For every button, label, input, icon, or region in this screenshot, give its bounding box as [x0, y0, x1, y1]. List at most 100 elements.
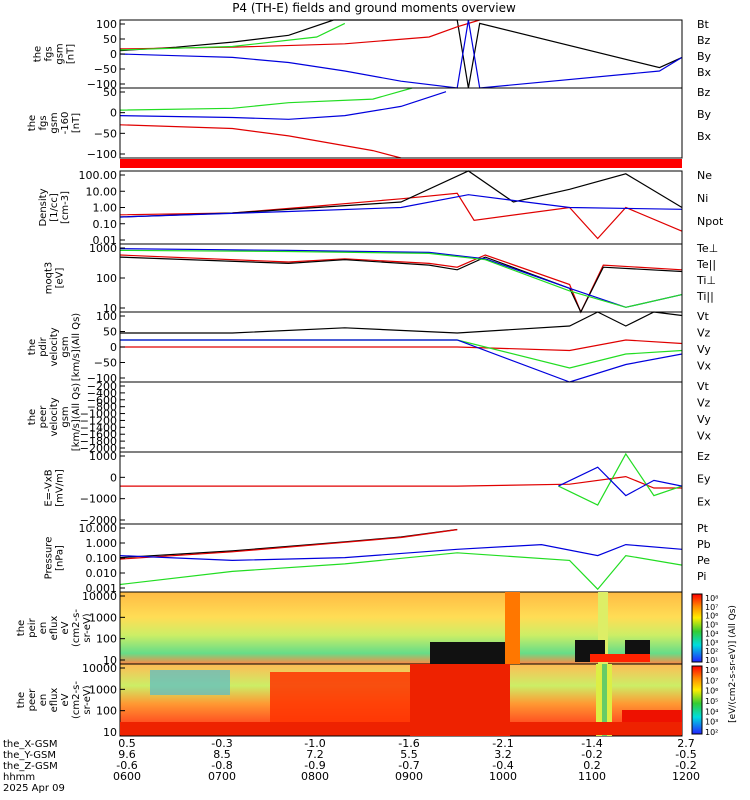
xrow-value-2-5: 0.2	[583, 759, 601, 772]
panel-frame-10	[119, 663, 683, 737]
ylabel-3-1: [1/cc]	[49, 193, 60, 222]
peer-green-stripe	[602, 664, 607, 736]
legend-2-2: Bx	[697, 130, 712, 143]
ylabel-2-3: -160	[60, 112, 71, 135]
legend-1-1: Bz	[697, 34, 711, 47]
legend-8-0: Pt	[697, 522, 709, 535]
xrow-value-1-0: 9.6	[118, 748, 136, 761]
peir-orange-block	[505, 592, 520, 664]
ytick-label-5-3: −50	[94, 357, 117, 370]
legend-8-2: Pe	[697, 554, 710, 567]
peer-blue-strip	[150, 670, 230, 695]
ylabel-1-0: the	[33, 46, 44, 62]
ytick-label-8-1: 1.000	[86, 537, 118, 550]
colorbar-tick-10-4: 10⁴	[705, 707, 718, 716]
series-1-2	[119, 19, 480, 50]
legend-5-2: Vy	[697, 343, 711, 356]
panel-1: 100 50 0 −50 −100 the fgs gsm [nT] Bt Bz By Bx	[33, 18, 712, 91]
ytick-label-6-6: −1400	[80, 421, 117, 434]
ylabel-9-6: sr-eV)	[82, 613, 93, 642]
xrow-value-1-4: 3.2	[494, 748, 512, 761]
ylabel-10-3: eflux	[49, 688, 60, 713]
plot-title: P4 (TH-E) fields and ground moments over…	[232, 1, 516, 15]
legend-6-0: Vt	[697, 380, 710, 393]
legend-2-1: By	[697, 108, 712, 121]
ytick-label-3-2: 1.00	[93, 202, 118, 215]
ytick-label-6-1: −400	[87, 387, 117, 400]
ytick-label-5-1: 50	[103, 326, 117, 339]
colorbar-tick-9-7: 10¹	[705, 656, 718, 665]
ylabel-5-3: gsm	[60, 336, 71, 357]
ylabel-10-5: (cm2-s-	[71, 681, 82, 719]
xrow-value-3-4: 1000	[489, 770, 517, 783]
ytick-label-6-5: −1200	[80, 414, 117, 427]
ylabel-7-0: E=-VxB	[44, 469, 55, 506]
ylabel-10-6: sr-eV)	[82, 685, 93, 714]
series-1-3	[119, 22, 346, 51]
legend-8-3: Pi	[697, 570, 706, 583]
legend-6-1: Vz	[697, 397, 711, 410]
ylabel-6-4: [km/s](All Qs)	[71, 383, 82, 451]
series-8-3	[119, 552, 683, 591]
series-7-2	[558, 452, 683, 506]
ytick-label-1-0: 100	[96, 18, 117, 31]
ytick-label-2-1: 0	[110, 107, 117, 120]
series-8-4	[119, 543, 683, 562]
colorbar-tick-10-0: 10⁸	[705, 666, 718, 675]
legend-7-1: Ey	[697, 473, 711, 486]
xrow-value-1-3: 5.5	[400, 748, 418, 761]
colorbar-tick-9-1: 10⁷	[705, 603, 718, 612]
xrow-label-1: the_Y-GSM	[3, 750, 56, 761]
legend-1-2: By	[697, 50, 712, 63]
series-5-4	[120, 339, 683, 383]
legend-3-0: Ne	[697, 169, 712, 182]
xrow-value-0-2: -1.0	[304, 737, 325, 750]
legend-2-0: Bz	[697, 86, 711, 99]
ylabel-10-2: en	[38, 694, 49, 707]
ytick-label-9-0: 10000	[82, 590, 117, 603]
panel-frame-7	[119, 451, 683, 525]
colorbar-10	[691, 665, 703, 735]
legend-5-3: Vx	[697, 360, 712, 373]
ytick-label-8-0: 10.000	[79, 522, 118, 535]
ytick-label-9-1: 1000	[89, 611, 117, 624]
xrow-value-0-4: -2.1	[492, 737, 513, 750]
legend-7-0: Ez	[697, 450, 710, 463]
ylabel-5-4: [km/s](All Qs)	[71, 313, 82, 381]
ytick-label-1-4: −100	[87, 78, 117, 91]
colorbar-tick-10-5: 10³	[705, 718, 718, 727]
panel-frame-1	[119, 19, 683, 89]
legend-4-3: Ti||	[696, 290, 714, 303]
panel-8: 10.000 1.000 0.100 0.010 0.001 Pressure [nPa] P…	[44, 522, 711, 595]
legend-7-2: Ex	[697, 495, 711, 508]
ylabel-6-1: peer	[38, 405, 49, 429]
xrow-label-0: the_X-GSM	[3, 739, 57, 750]
ytick-label-6-3: −800	[87, 401, 117, 414]
ytick-label-7-2: −1000	[80, 493, 117, 506]
legend-4-1: Te||	[696, 258, 716, 271]
ylabel-1-3: [nT]	[66, 44, 77, 64]
ylabel-8-0: Pressure	[44, 537, 55, 580]
legend-4-0: Te⊥	[696, 242, 718, 255]
x-axis-labels: the_X-GSM 0.5 -0.3 -1.0 -1.6 -2.1 -1.4 2.7 the_Y…	[3, 737, 700, 794]
xrow-label-3: hhmm	[3, 772, 35, 783]
ytick-label-7-1: 0	[110, 471, 117, 484]
xrow-value-1-6: -0.5	[675, 748, 696, 761]
series-3-2	[119, 170, 683, 218]
ytick-label-5-2: 0	[110, 341, 117, 354]
ylabel-10-0: the	[16, 692, 27, 708]
colorbar-tick-10-3: 10⁵	[705, 697, 718, 706]
ylabel-9-5: (cm2-s-	[71, 609, 82, 647]
legend-5-0: Vt	[697, 310, 710, 323]
ylabel-5-1: pdir	[38, 336, 49, 356]
ytick-label-9-2: 100	[96, 633, 117, 646]
ytick-label-8-3: 0.010	[86, 567, 118, 580]
ytick-label-6-9: −2000	[80, 442, 117, 455]
colorbar-tick-9-3: 10⁵	[705, 621, 718, 630]
ylabel-6-0: the	[27, 409, 38, 425]
colorbar-tick-9-6: 10²	[705, 647, 718, 656]
ytick-label-10-3: 10	[103, 726, 117, 739]
xrow-value-3-0: 0600	[113, 770, 141, 783]
colorbar-tick-10-2: 10⁶	[705, 687, 718, 696]
